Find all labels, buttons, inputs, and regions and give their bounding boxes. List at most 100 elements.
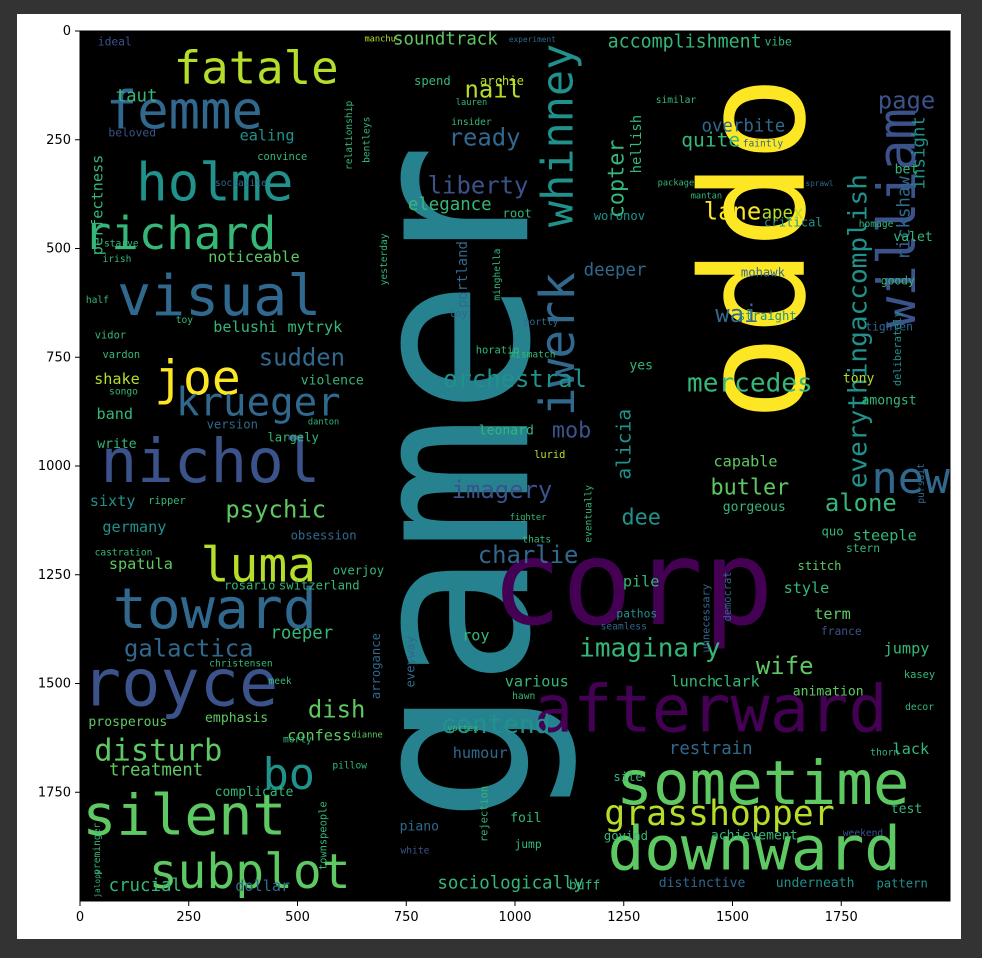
word-ealing: ealing [240,126,295,144]
word-pile: pile [623,572,660,590]
word-christensen: christensen [209,658,273,669]
word-unnecessary: unnecessary [700,584,712,653]
word-france: france [821,625,862,638]
word-steeple: steeple [853,527,917,545]
word-preminger: preminger [92,823,103,875]
word-obsession: obsession [291,529,357,543]
word-piano: piano [400,820,439,835]
word-straight: straight [738,309,797,323]
word-corp: corp [491,515,774,652]
x-tick-label: 1000 [498,910,531,925]
word-psychic: psychic [225,496,326,524]
word-contend: contend [440,710,550,740]
word-complicate: complicate [215,785,294,800]
word-seamless: seamless [601,621,647,632]
word-accomplishment: accomplishment [608,31,762,52]
word-woronov: woronov [594,209,645,223]
word-various: various [505,672,569,690]
word-convince: convince [257,151,307,163]
word-dollar: dollar [235,877,290,895]
word-sometime: sometime [616,748,909,819]
x-tick-label: 1500 [716,910,749,925]
word-sixty: sixty [90,492,136,510]
word-humour: humour [453,744,508,762]
word-emphasis: emphasis [205,711,268,726]
word-switzerland: switzerland [279,579,360,593]
plot-background [80,31,950,901]
word-sudden: sudden [259,343,345,371]
word-holme: holme [136,153,293,213]
word-manchu: manchu [364,35,395,45]
word-perfectness: perfectness [88,155,106,256]
y-tick-label: 0 [63,24,71,39]
word-wai: wai [715,300,758,328]
word-mismatch: mismatch [509,350,555,361]
word-distinctive: distinctive [659,876,746,891]
word-eveyway: eveyway [404,636,418,687]
word-bet: bet [895,163,919,178]
word-imagery: imagery [452,476,553,504]
word-vibe: vibe [765,35,792,48]
word-thorn: thorn [870,748,899,759]
word-overjoy: overjoy [333,563,384,577]
word-whinney: whinney [534,44,584,227]
word-soundtrack: soundtrack [393,30,498,50]
word-stern: stern [846,542,880,555]
word-roy: roy [462,627,489,645]
word-fatale: fatale [174,41,339,94]
word-lauren: lauren [456,98,487,108]
y-tick-label: 1250 [38,568,71,583]
word-restrain: restrain [669,739,753,759]
word-gamer: gamer [318,143,581,824]
y-tick-label: 500 [46,242,71,257]
word-sprawl: sprawl [805,179,833,188]
word-deeper: deeper [584,260,647,280]
word-kasey: kasey [904,669,935,681]
word-afterward: afterward [534,672,888,748]
word-bo: bo [263,750,315,800]
word-starve: starve [104,239,139,250]
word-orchid: orchid [464,410,480,416]
word-hawn: hawn [512,691,535,702]
y-tick-label: 1750 [38,785,71,800]
word-gorgeous: gorgeous [723,500,786,515]
word-capable: capable [714,453,778,471]
x-axis: 0 250 500 750 1000 1250 1500 1750 [76,901,858,925]
word-animation: animation [793,685,864,700]
word-violence: violence [301,374,364,389]
word-mercedes: mercedes [687,368,813,398]
word-confess: confess [287,727,351,745]
word-version: version [207,418,258,432]
word-overbite: overbite [701,117,785,137]
word-nichol: nichol [101,426,321,497]
word-grasshopper: grasshopper [604,794,834,834]
word-alicia: alicia [612,409,635,480]
word-page: page [878,87,936,115]
word-meek: meek [269,676,292,687]
word-vortex: vortex [447,724,478,734]
x-tick-label: 0 [76,910,84,925]
x-tick-label: 1750 [825,910,858,925]
word-amongst: amongst [862,393,917,408]
word-leonard: leonard [479,424,534,439]
word-test: test [891,802,923,817]
word-morty: morty [283,735,312,746]
word-apex: apex [762,204,804,224]
word-portland: portland [455,241,471,308]
word-rickshaw: rickshaw [894,176,914,260]
word-root: root [502,207,531,221]
word-krueger: krueger [176,380,341,425]
word-beloved: beloved [108,127,156,140]
word-spatula: spatula [109,555,173,573]
word-wife: wife [756,652,814,680]
word-liberty: liberty [428,171,529,199]
word-shake: shake [94,370,140,388]
word-richard: richard [84,207,277,260]
word-dish: dish [308,696,366,724]
word-rejection: rejection [479,786,491,842]
word-orchestral: orchestral [443,365,587,393]
y-tick-label: 250 [46,133,71,148]
word-govind: govind [604,829,648,843]
word-townspeople: townspeople [318,801,330,870]
word-ready: ready [449,124,521,152]
